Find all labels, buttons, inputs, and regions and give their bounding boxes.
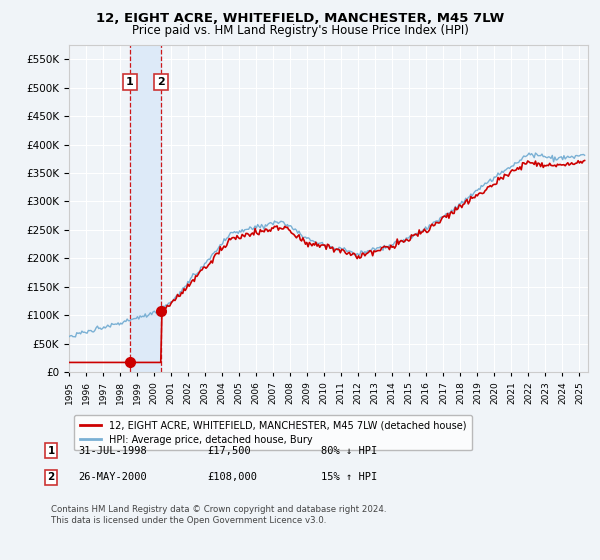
Text: Contains HM Land Registry data © Crown copyright and database right 2024.
This d: Contains HM Land Registry data © Crown c… [51,505,386,525]
Text: £108,000: £108,000 [207,472,257,482]
Text: 2: 2 [157,77,165,87]
Text: £17,500: £17,500 [207,446,251,456]
Text: 1: 1 [47,446,55,456]
Bar [130,45,161,372]
Text: 26-MAY-2000: 26-MAY-2000 [78,472,147,482]
Text: 31-JUL-1998: 31-JUL-1998 [78,446,147,456]
Text: 2: 2 [47,472,55,482]
Text: Price paid vs. HM Land Registry's House Price Index (HPI): Price paid vs. HM Land Registry's House … [131,24,469,36]
Text: 15% ↑ HPI: 15% ↑ HPI [321,472,377,482]
Text: 12, EIGHT ACRE, WHITEFIELD, MANCHESTER, M45 7LW: 12, EIGHT ACRE, WHITEFIELD, MANCHESTER, … [96,12,504,25]
Legend: 12, EIGHT ACRE, WHITEFIELD, MANCHESTER, M45 7LW (detached house), HPI: Average p: 12, EIGHT ACRE, WHITEFIELD, MANCHESTER, … [74,415,472,450]
Text: 80% ↓ HPI: 80% ↓ HPI [321,446,377,456]
Text: 1: 1 [126,77,134,87]
